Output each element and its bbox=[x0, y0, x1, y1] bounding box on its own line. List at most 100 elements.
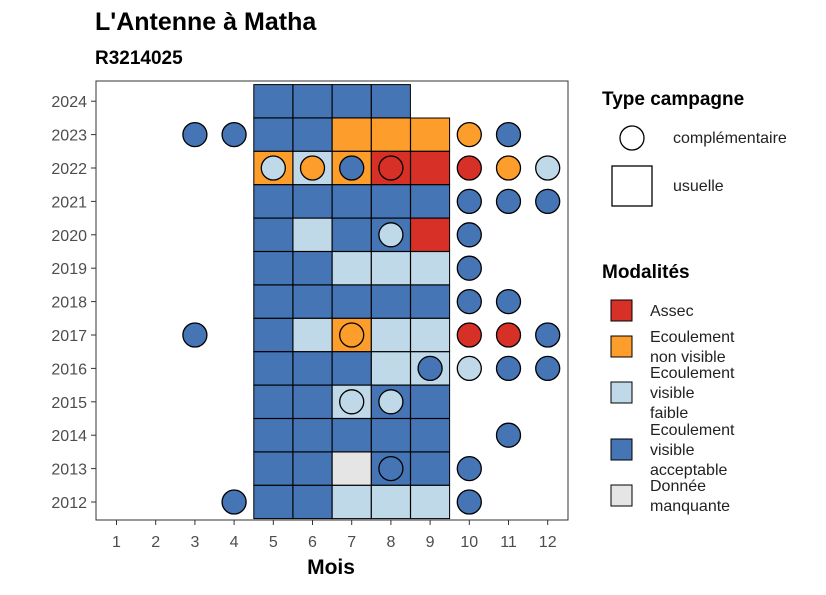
y-tick-label: 2018 bbox=[51, 295, 87, 312]
tile-2014-8 bbox=[370, 418, 411, 453]
tile-2012-9 bbox=[410, 484, 451, 520]
legend-swatch-manquante bbox=[610, 484, 633, 507]
tile-2016-8 bbox=[370, 351, 411, 386]
y-tick-label: 2012 bbox=[51, 495, 87, 512]
tile-2012-8 bbox=[370, 484, 411, 520]
tile-2016-7 bbox=[331, 351, 372, 386]
tile-2021-8 bbox=[370, 184, 411, 219]
tile-2014-6 bbox=[292, 418, 333, 453]
y-tick-label: 2016 bbox=[51, 361, 87, 378]
tile-2013-5 bbox=[253, 451, 294, 486]
x-tick-label: 3 bbox=[190, 534, 199, 551]
chart-subtitle: R3214025 bbox=[95, 48, 183, 69]
point-2021-11 bbox=[495, 188, 522, 215]
y-tick-label: 2014 bbox=[51, 428, 87, 445]
point-2020-10 bbox=[456, 222, 482, 248]
legend-swatch-assec bbox=[610, 299, 633, 322]
tile-2015-9 bbox=[410, 384, 451, 419]
x-axis-label: Mois bbox=[307, 556, 355, 579]
point-2021-12 bbox=[535, 188, 561, 215]
x-tick-label: 5 bbox=[269, 534, 278, 551]
point-2022-5 bbox=[260, 155, 286, 181]
tile-2019-6 bbox=[292, 251, 333, 286]
tile-2024-8 bbox=[370, 84, 411, 119]
x-tick-label: 7 bbox=[347, 534, 356, 551]
tile-2012-7 bbox=[331, 484, 372, 520]
x-tick-label: 2 bbox=[151, 534, 160, 551]
tile-2023-9 bbox=[410, 117, 451, 152]
legend-swatch-faible bbox=[610, 381, 633, 404]
tile-2024-6 bbox=[292, 84, 333, 119]
point-2014-11 bbox=[495, 422, 522, 448]
tile-2013-7 bbox=[331, 451, 372, 486]
point-2016-11 bbox=[495, 355, 522, 382]
legend-swatch-nonvisible bbox=[610, 335, 633, 358]
x-tick-label: 10 bbox=[460, 534, 478, 551]
legend-label-nonvisible: non visible bbox=[650, 349, 726, 366]
point-2023-4 bbox=[221, 121, 247, 148]
tile-2019-7 bbox=[331, 251, 372, 286]
point-2021-10 bbox=[456, 188, 482, 215]
tile-2019-9 bbox=[410, 251, 451, 286]
tile-2021-9 bbox=[410, 184, 451, 219]
tile-2018-7 bbox=[331, 284, 372, 319]
tile-2015-5 bbox=[253, 384, 294, 419]
tile-2016-5 bbox=[253, 351, 294, 386]
legend-square-key bbox=[611, 165, 653, 207]
point-2015-7 bbox=[339, 389, 365, 415]
tile-2015-6 bbox=[292, 384, 333, 419]
tile-2019-5 bbox=[253, 251, 294, 286]
point-2012-4 bbox=[221, 489, 247, 515]
y-tick-label: 2020 bbox=[51, 228, 87, 245]
point-2016-10 bbox=[456, 355, 482, 382]
point-2023-11 bbox=[495, 121, 522, 148]
legend-label-manquante: manquante bbox=[650, 498, 730, 515]
legend-label-faible: Ecoulement bbox=[650, 365, 735, 382]
point-2013-10 bbox=[456, 455, 482, 482]
legend-label-acceptable: acceptable bbox=[650, 462, 727, 479]
legend-shape-label: complémentaire bbox=[673, 130, 787, 147]
legend-label-faible: faible bbox=[650, 405, 688, 422]
chart-title: L'Antenne à Matha bbox=[95, 8, 317, 36]
point-2022-7 bbox=[339, 155, 365, 181]
y-tick-label: 2013 bbox=[51, 462, 87, 479]
legend-label-nonvisible: Ecoulement bbox=[650, 329, 735, 346]
point-2022-8 bbox=[378, 155, 404, 181]
point-2016-12 bbox=[535, 355, 561, 382]
x-tick-label: 1 bbox=[112, 534, 121, 551]
point-2015-8 bbox=[378, 389, 404, 415]
tile-2024-5 bbox=[253, 84, 294, 119]
tile-2020-5 bbox=[253, 217, 294, 252]
legend-color-title: Modalités bbox=[602, 262, 690, 283]
point-2022-11 bbox=[495, 155, 522, 181]
tile-2022-9 bbox=[410, 150, 451, 186]
tile-2021-6 bbox=[292, 184, 333, 219]
point-2017-7 bbox=[339, 322, 365, 348]
legend-swatch-acceptable bbox=[610, 438, 633, 461]
point-2016-9 bbox=[417, 355, 443, 382]
y-tick-label: 2023 bbox=[51, 128, 87, 145]
point-2019-10 bbox=[456, 255, 482, 281]
tile-2012-5 bbox=[253, 484, 294, 520]
legend-shape-title: Type campagne bbox=[602, 89, 744, 110]
point-2013-8 bbox=[378, 455, 404, 482]
tile-2024-7 bbox=[331, 84, 372, 119]
legend-label-assec: Assec bbox=[650, 303, 694, 320]
tile-2014-9 bbox=[410, 418, 451, 453]
tile-2017-5 bbox=[253, 317, 294, 353]
y-tick-label: 2024 bbox=[51, 94, 87, 111]
tile-2017-6 bbox=[292, 317, 333, 353]
tile-2018-8 bbox=[370, 284, 411, 319]
tile-2023-6 bbox=[292, 117, 333, 152]
tile-2019-8 bbox=[370, 251, 411, 286]
y-tick-label: 2017 bbox=[51, 328, 87, 345]
legend-label-acceptable: visible bbox=[650, 442, 695, 459]
y-tick-label: 2021 bbox=[51, 194, 87, 211]
tile-2023-8 bbox=[370, 117, 411, 152]
x-tick-label: 11 bbox=[500, 534, 517, 551]
point-2017-10 bbox=[456, 322, 482, 348]
tile-2018-6 bbox=[292, 284, 333, 319]
point-2022-12 bbox=[535, 155, 561, 181]
